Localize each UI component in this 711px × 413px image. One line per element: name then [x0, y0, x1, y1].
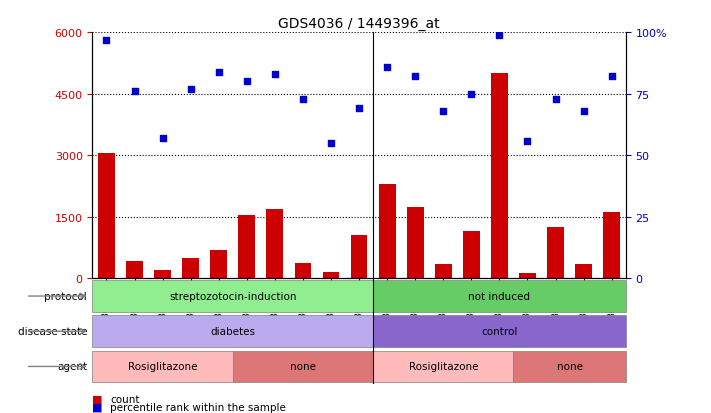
Point — [466, 91, 477, 98]
Text: disease state: disease state — [18, 326, 87, 337]
Text: Rosiglitazone: Rosiglitazone — [409, 361, 478, 372]
Point — [241, 79, 252, 85]
Text: diabetes: diabetes — [210, 326, 255, 337]
FancyBboxPatch shape — [92, 316, 373, 347]
Bar — [435, 264, 451, 279]
Bar — [575, 265, 592, 279]
Title: GDS4036 / 1449396_at: GDS4036 / 1449396_at — [278, 17, 440, 31]
Point — [381, 64, 392, 71]
Text: not induced: not induced — [469, 291, 530, 301]
Bar — [238, 215, 255, 279]
Text: count: count — [110, 394, 139, 404]
Point — [101, 37, 112, 44]
Point — [213, 69, 225, 76]
Point — [353, 106, 365, 112]
Bar — [323, 273, 339, 279]
Point — [522, 138, 533, 145]
Bar — [519, 273, 536, 279]
Point — [493, 32, 505, 39]
Text: agent: agent — [57, 361, 87, 372]
Bar — [547, 228, 564, 279]
Point — [297, 96, 309, 103]
FancyBboxPatch shape — [373, 280, 626, 312]
FancyBboxPatch shape — [92, 280, 373, 312]
Bar — [603, 212, 620, 279]
Point — [437, 108, 449, 115]
FancyBboxPatch shape — [232, 351, 373, 382]
Text: control: control — [481, 326, 518, 337]
Point — [185, 86, 196, 93]
Text: protocol: protocol — [44, 291, 87, 301]
Point — [269, 71, 281, 78]
Bar — [154, 271, 171, 279]
FancyBboxPatch shape — [373, 351, 513, 382]
Point — [157, 135, 169, 142]
Bar — [407, 207, 424, 279]
Bar — [267, 210, 283, 279]
Point — [606, 74, 617, 81]
Bar — [182, 258, 199, 279]
Bar — [294, 263, 311, 279]
Bar — [463, 232, 480, 279]
Bar — [379, 185, 395, 279]
Bar — [491, 74, 508, 279]
Point — [326, 140, 337, 147]
Text: ■: ■ — [92, 402, 103, 412]
Point — [550, 96, 561, 103]
Bar — [351, 236, 368, 279]
Text: streptozotocin-induction: streptozotocin-induction — [169, 291, 296, 301]
Text: none: none — [557, 361, 582, 372]
Text: none: none — [290, 361, 316, 372]
Bar — [98, 154, 115, 279]
Point — [410, 74, 421, 81]
FancyBboxPatch shape — [92, 351, 232, 382]
Point — [129, 89, 140, 95]
Text: percentile rank within the sample: percentile rank within the sample — [110, 402, 286, 412]
FancyBboxPatch shape — [513, 351, 626, 382]
Text: ■: ■ — [92, 394, 103, 404]
Bar — [126, 261, 143, 279]
Point — [578, 108, 589, 115]
FancyBboxPatch shape — [373, 316, 626, 347]
Text: Rosiglitazone: Rosiglitazone — [128, 361, 198, 372]
Bar — [210, 250, 227, 279]
